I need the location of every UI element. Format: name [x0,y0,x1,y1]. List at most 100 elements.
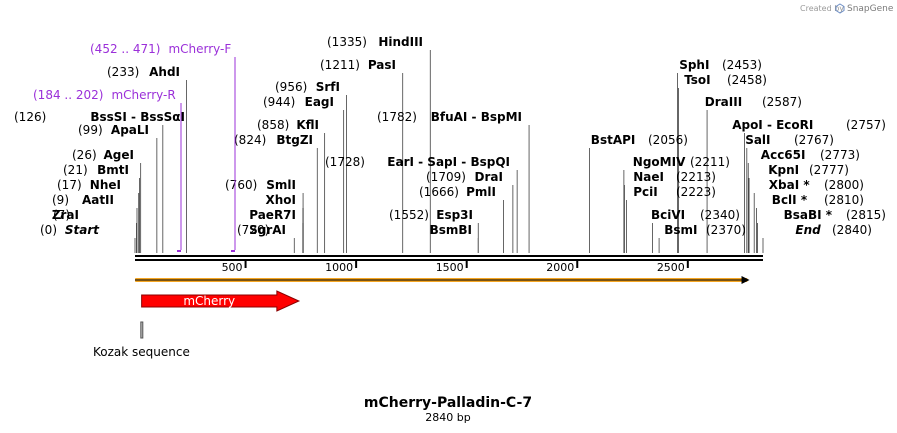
primer-name: mCherry-F [168,42,231,56]
site-zrai[interactable]: (7)ZraI [52,208,137,253]
scale-tick-label: 500 [222,261,243,274]
site-smli[interactable]: (760) SmlI [225,178,304,253]
site-kpni[interactable]: KpnI (2777) [748,163,849,253]
site-position: (2773) [820,148,860,162]
mcherry-feature-label: mCherry [183,294,235,308]
site-pcii[interactable]: PciI (2223) [626,185,716,253]
site-name: SalI [745,133,770,147]
site-position: (233) [107,65,139,79]
site-name: PmlI [466,185,496,199]
site-bfuai-bspmi[interactable]: (1782) BfuAI - BspMI [377,110,530,253]
site-start[interactable]: (0) Start [40,223,136,253]
snapgene-logo-icon [835,3,845,14]
site-sphi[interactable]: SphI (2453) [677,58,762,253]
site-name: AhdI [149,65,180,79]
site-name: Start [65,223,100,237]
primer-name: mCherry-R [111,88,175,102]
site-name: XbaI * [769,178,811,192]
site-position: (1709) [426,170,466,184]
site-drai[interactable]: (1709) DraI [426,170,514,253]
site-position: (858) [257,118,289,132]
site-position: (2777) [809,163,849,177]
site-bsmi[interactable]: BsmI (2370) [658,223,746,253]
site-kfli[interactable]: (858) KflI [257,118,326,253]
site-position: (2223) [676,185,716,199]
site-acc65i[interactable]: Acc65I (2773) [747,148,860,253]
site-agei[interactable]: (26) AgeI [72,148,142,253]
kozak-feature-box[interactable] [140,321,144,339]
site-position: (2815) [846,208,886,222]
site-end[interactable]: End (2840) [762,223,872,253]
site-eari-sapi-bspqi[interactable]: (1728) EarI - SapI - BspQI [325,155,518,253]
site-name: ZraI [52,208,79,222]
site-position: (2587) [762,95,802,109]
site-aatii[interactable]: (9) AatII [52,193,138,253]
site-bsssi-bsss-i[interactable]: (126) BssSI - BssSαI [14,110,185,253]
site-bsabi-[interactable]: BsaBI * (2815) [757,208,886,253]
site-bcli-[interactable]: BclI * (2810) [756,193,864,253]
site-position: (1335) [327,35,367,49]
site-name: PciI [633,185,658,199]
site-bsmbi[interactable]: BsmBI [430,223,479,253]
site-name: SrfI [316,80,340,94]
site-ngomiv[interactable]: NgoMIV (2211) [623,155,730,253]
site-name: Acc65I [761,148,806,162]
site-esp3i[interactable]: (1552) Esp3I [389,208,479,253]
site-bcivi[interactable]: BciVI (2340) [651,208,740,253]
site-position: (1552) [389,208,429,222]
mcherry-feature-arrow[interactable] [141,290,301,312]
site-ahdi[interactable]: (233) AhdI [107,65,187,253]
site-name: ApoI - EcoRI [732,118,813,132]
site-name: BsmBI [430,223,472,237]
site-name: KflI [296,118,319,132]
site-position: (2800) [824,178,864,192]
site-eagi[interactable]: (944) EagI [263,95,345,253]
site-name: End [795,223,821,237]
primer-range: (184 .. 202) [33,88,103,102]
restriction-sites: (0) Start(7)ZraI(9) AatII(17) NheI(21) BmtI(… [14,35,886,253]
site-position: (2810) [824,193,864,207]
site-naei[interactable]: NaeI (2213) [624,170,716,253]
site-position: (1782) [377,110,417,124]
site-position: (99) [78,123,103,137]
site-nhei[interactable]: (17) NheI [57,178,140,253]
site-apali[interactable]: (99) ApaLI [78,123,158,253]
site-name: NgoMIV [633,155,686,169]
site-name: BciVI [651,208,685,222]
site-bmti[interactable]: (21) BmtI [63,163,140,253]
site-position: (126) [14,110,46,124]
site-name: BtgZI [276,133,313,147]
site-position: (2767) [794,133,834,147]
scale-tick-label: 2000 [546,261,574,274]
site-srfi[interactable]: (956) SrfI [275,80,347,253]
site-apoi-ecori[interactable]: ApoI - EcoRI (2757) [732,118,886,253]
site-hindiii[interactable]: (1335) HindIII [327,35,431,253]
site-position: (2213) [676,170,716,184]
site-btgzi[interactable]: (824) BtgZI [234,133,318,253]
site-position: (9) [52,193,69,207]
site-name: XhoI [265,193,296,207]
site-bstapi[interactable]: BstAPI (2056) [589,133,688,253]
site-position: (760) [225,178,257,192]
site-position: (824) [234,133,266,147]
site-position: (1211) [320,58,360,72]
site-name: ApaLI [111,123,149,137]
site-position: (944) [263,95,295,109]
site-name: BssSI - BssSαI [90,110,185,124]
site-pmli[interactable]: (1666) PmlI [419,185,504,253]
site-draiii[interactable]: DraIII (2587) [705,95,802,253]
site-name: DraIII [705,95,742,109]
site-sali[interactable]: SalI (2767) [745,133,834,253]
site-position: (21) [63,163,88,177]
site-name: Esp3I [436,208,473,222]
site-tsoi[interactable]: TsoI (2458) [678,73,767,253]
site-sgrai[interactable]: (720)SgrAI [237,223,295,253]
site-position: (7) [53,208,70,222]
site-name: AatII [82,193,114,207]
primers: (452 .. 471) mCherry-F (184 .. 202) mCherry… [33,42,236,252]
site-pasi[interactable]: (1211) PasI [320,58,404,253]
site-position: (1666) [419,185,459,199]
site-name: TsoI [684,73,710,87]
site-xbai-[interactable]: XbaI * (2800) [753,178,864,253]
site-name: BclI * [772,193,808,207]
